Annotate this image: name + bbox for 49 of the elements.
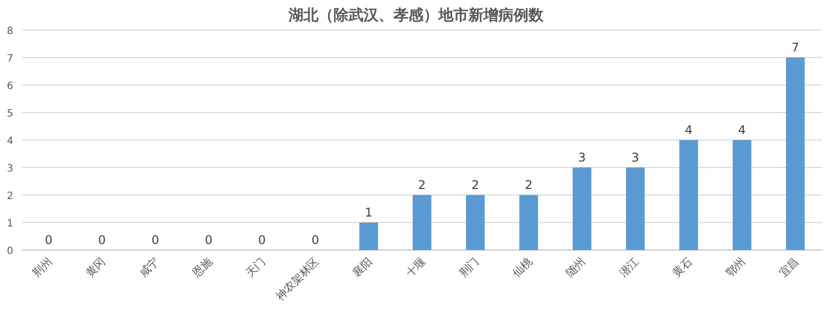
bar xyxy=(359,222,378,250)
data-label: 0 xyxy=(44,233,52,247)
y-tick-label: 7 xyxy=(6,54,14,64)
x-tick-label: 随州 xyxy=(563,254,588,280)
bar xyxy=(679,140,698,250)
data-label: 2 xyxy=(524,178,532,192)
x-tick-label: 天门 xyxy=(243,254,268,280)
x-tick-label: 恩施 xyxy=(189,254,215,280)
x-tick-label: 荆门 xyxy=(456,254,482,280)
x-tick-label: 鄂州 xyxy=(723,254,748,280)
x-tick-label: 黄冈 xyxy=(83,254,108,280)
bar xyxy=(732,140,752,250)
data-label: 0 xyxy=(98,233,106,247)
data-label: 0 xyxy=(258,233,266,247)
x-tick-label: 黄石 xyxy=(670,254,695,280)
data-label: 4 xyxy=(738,123,746,137)
x-tick-label: 潜江 xyxy=(616,254,642,280)
bar xyxy=(786,58,805,250)
bar xyxy=(572,168,592,250)
bar xyxy=(466,195,485,250)
x-tick-label: 荆州 xyxy=(30,254,55,280)
y-tick-label: 2 xyxy=(6,191,14,202)
x-tick-label: 咸宁 xyxy=(136,254,162,280)
x-tick-label: 神农架林区 xyxy=(273,254,322,304)
bar xyxy=(519,195,538,250)
x-tick-label: 十堰 xyxy=(403,254,428,280)
data-label: 4 xyxy=(684,123,692,137)
y-tick-label: 6 xyxy=(6,81,14,92)
chart-title: 湖北（除武汉、孝感）地市新增病例数 xyxy=(288,6,544,24)
x-tick-label: 襄阳 xyxy=(350,254,375,280)
y-tick-label: 4 xyxy=(6,136,14,147)
data-label: 0 xyxy=(152,233,160,247)
data-label: 7 xyxy=(792,40,800,54)
x-tick-label: 宜昌 xyxy=(776,254,802,280)
data-label: 2 xyxy=(472,178,480,192)
y-tick-label: 8 xyxy=(6,26,14,37)
x-tick-label: 仙桃 xyxy=(510,254,535,280)
y-tick-label: 1 xyxy=(6,218,14,230)
data-label: 1 xyxy=(364,206,372,220)
bar xyxy=(412,195,432,250)
data-label: 3 xyxy=(632,150,640,164)
y-tick-label: 0 xyxy=(6,246,14,257)
data-label: 0 xyxy=(312,233,320,247)
bar xyxy=(626,168,645,250)
data-label: 0 xyxy=(204,233,212,247)
data-label: 3 xyxy=(578,150,586,164)
y-tick-label: 3 xyxy=(6,164,14,174)
y-tick-label: 5 xyxy=(6,108,14,120)
data-label: 2 xyxy=(418,178,426,192)
